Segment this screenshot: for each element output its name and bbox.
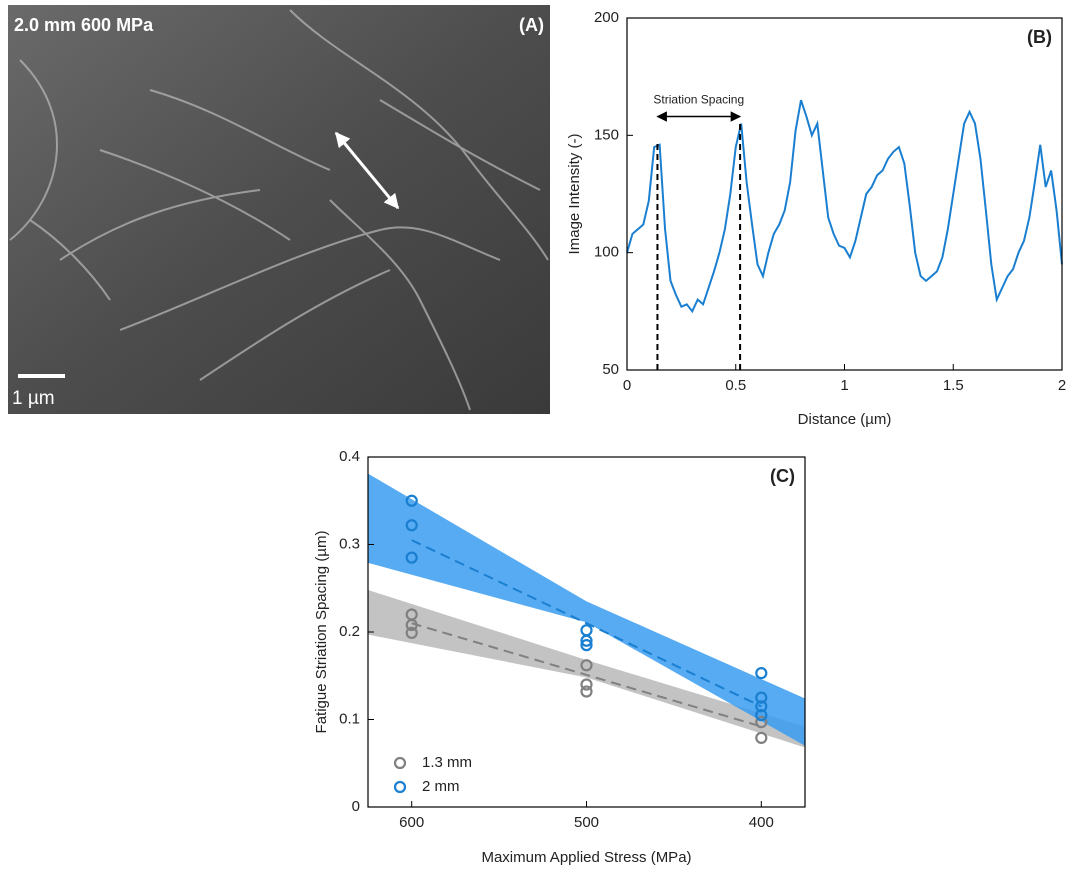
data-point [405,551,418,564]
data-point [405,618,418,632]
y-tick-label: 0.3 [339,535,360,552]
y-tick-label: 200 [594,9,619,26]
panel-label: (C) [770,466,795,486]
y-axis-label: Fatigue Striation Spacing (µm) [313,531,330,734]
image-caption: 2.0 mm 600 MPa [14,15,154,35]
data-point [405,494,418,507]
fit-line [411,622,762,728]
confidence-band [368,473,805,746]
data-point [755,691,768,704]
data-point [580,659,593,672]
x-tick-label: 600 [399,814,424,831]
annotation-text: Striation Spacing [653,93,744,107]
legend-marker [393,756,407,770]
y-tick-label: 0 [352,798,360,815]
data-point [755,731,768,744]
data-point [405,519,418,532]
fit-line [411,539,762,708]
x-axis-label: Distance (µm) [798,411,892,428]
x-tick-label: 0 [623,377,631,394]
scale-bar-label: 1 µm [12,388,55,409]
data-point [580,639,593,652]
data-point [580,634,593,647]
y-tick-label: 50 [602,361,619,378]
data-point [580,678,593,691]
plot-frame [626,17,1063,371]
sem-image: 2.0 mm 600 MPa (A) 1 µm [8,5,550,414]
x-tick-label: 1.5 [943,377,964,394]
panel-label: (B) [1027,27,1052,47]
data-point [755,667,768,680]
sem-background [8,5,550,414]
data-point [755,716,768,729]
data-line [626,99,1063,314]
y-axis-label: Image Intensity (-) [566,134,583,255]
legend-label: 1.3 mm [422,754,472,771]
y-tick-label: 100 [594,244,619,261]
data-point [580,685,593,698]
data-point [755,709,768,722]
x-tick-label: 2 [1058,377,1066,394]
panel-label: (A) [519,15,544,35]
x-tick-label: 400 [749,814,774,831]
data-point [755,700,768,713]
data-point [405,626,418,639]
legend-label: 2 mm [422,778,460,795]
x-tick-label: 0.5 [725,377,746,394]
y-tick-label: 0.2 [339,623,360,640]
y-tick-label: 150 [594,126,619,143]
data-point [580,624,593,637]
sem-arrow [334,131,400,210]
x-axis-label: Maximum Applied Stress (MPa) [481,849,691,866]
scale-bar [18,374,65,378]
legend-marker [393,780,407,794]
y-tick-label: 0.1 [339,710,360,727]
x-tick-label: 500 [574,814,599,831]
y-tick-label: 0.4 [339,448,360,465]
sem-texture [9,9,549,411]
x-tick-label: 1 [840,377,848,394]
